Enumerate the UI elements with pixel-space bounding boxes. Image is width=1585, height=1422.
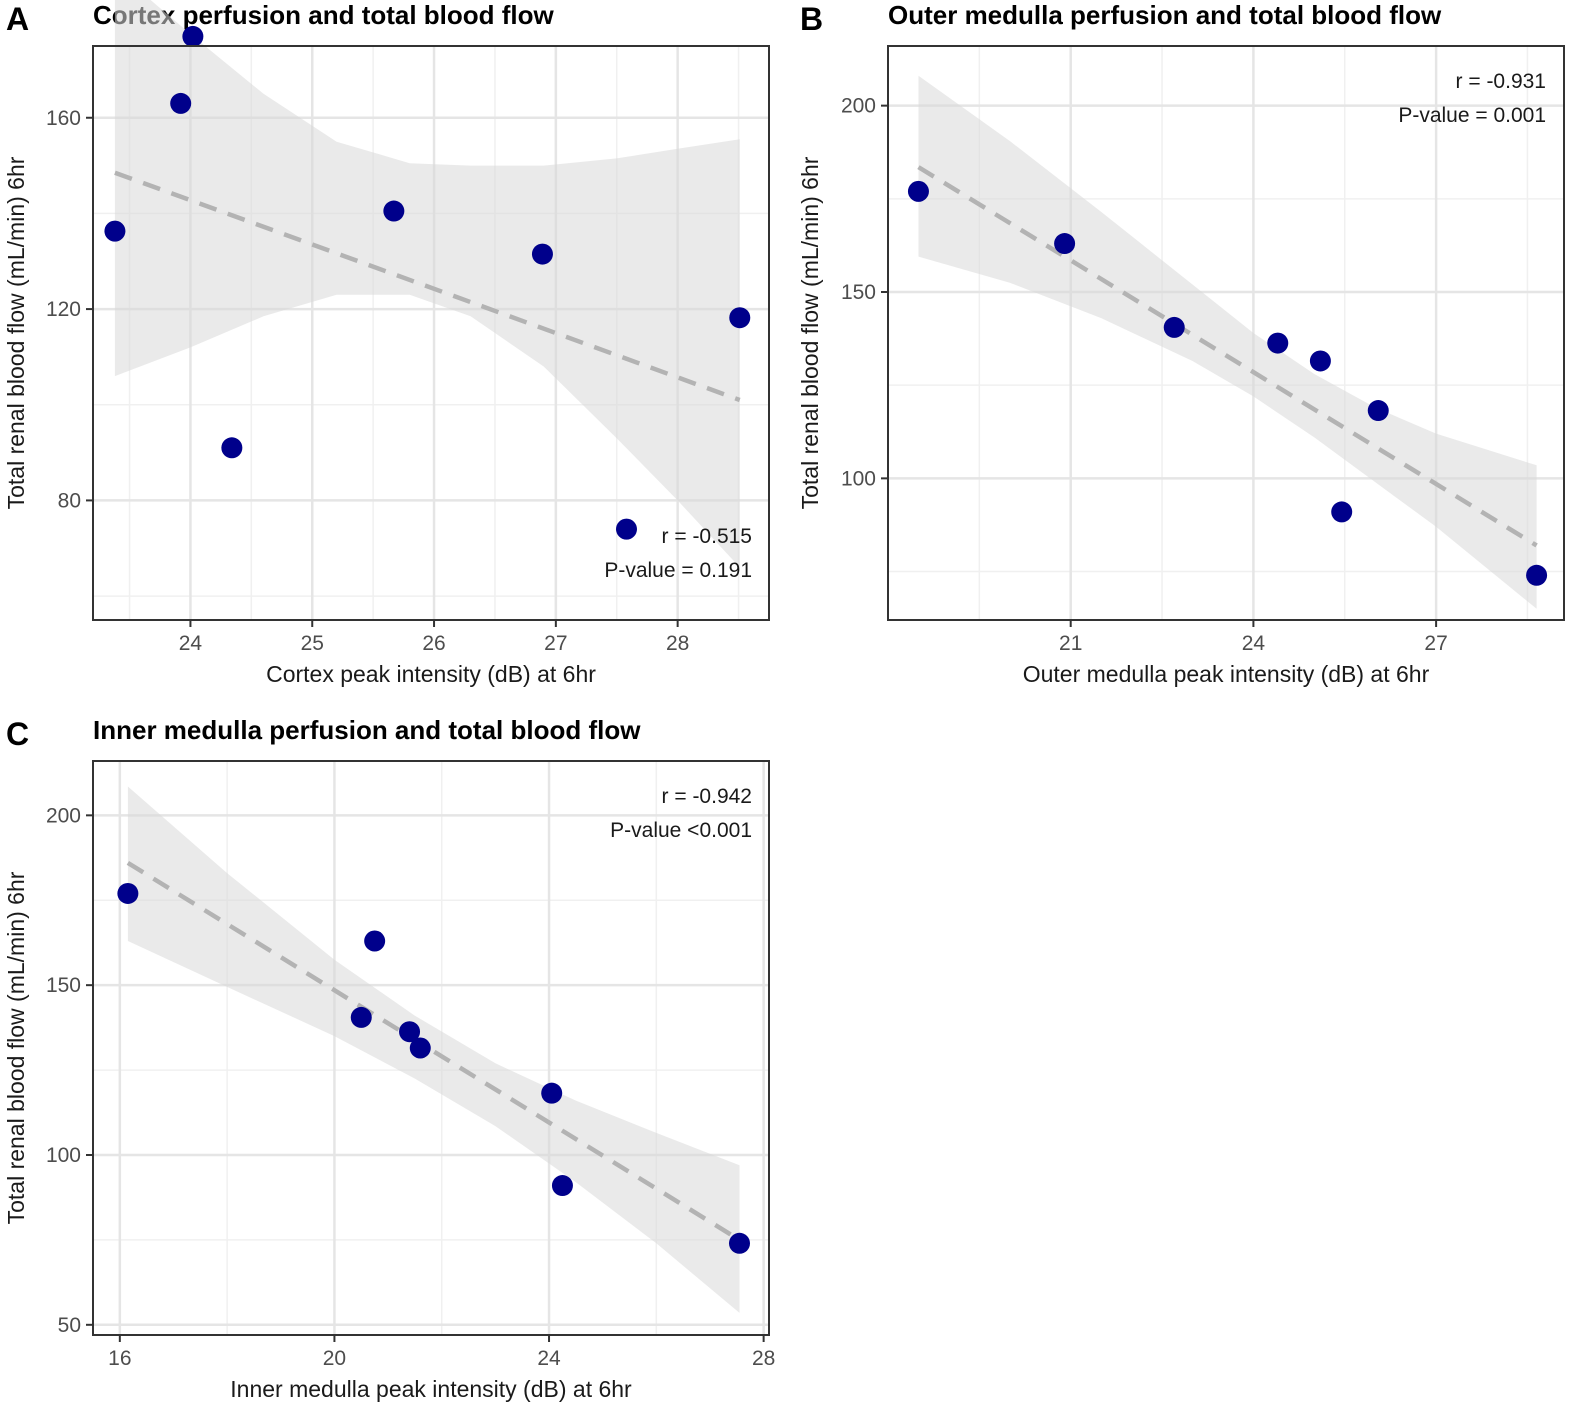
panel-a-plot-border xyxy=(92,45,770,621)
panel-c-plot-area: 16 20 24 28 50 100 150 200 xyxy=(46,760,775,1370)
panel-c-y-tick-label: 50 xyxy=(58,1314,81,1337)
panel-b-data-point xyxy=(1309,350,1331,372)
panel-a-x-axis-title: Cortex peak intensity (dB) at 6hr xyxy=(266,661,596,687)
panel-a-correlation-label: r = -0.515 xyxy=(662,525,752,548)
panel-a-plot-area: 24 25 26 27 28 80 120 160 xyxy=(46,0,770,655)
panel-a-data-point xyxy=(182,25,204,47)
panel-c-x-tick-label: 28 xyxy=(752,1347,775,1370)
panel-b-plot-border xyxy=(887,45,1565,621)
panel-c-data-point xyxy=(399,1021,421,1043)
panel-a-data-point xyxy=(615,518,637,540)
panel-b-data-point xyxy=(907,180,929,202)
panel-c-y-tick-label: 200 xyxy=(46,804,81,827)
panel-c-data-point xyxy=(728,1232,750,1254)
panel-a-y-tick-label: 120 xyxy=(46,298,81,321)
panel-b-title: Outer medulla perfusion and total blood … xyxy=(888,0,1442,30)
panel-b: B Outer medulla perfusion and total bloo… xyxy=(797,0,1565,687)
panel-c-x-axis-title: Inner medulla peak intensity (dB) at 6hr xyxy=(230,1376,632,1402)
panel-c-x-tick-label: 24 xyxy=(537,1347,561,1370)
panel-b-data-point xyxy=(1163,316,1185,338)
panel-b-y-tick-label: 100 xyxy=(841,467,876,490)
panel-a-data-point xyxy=(170,92,192,114)
panel-a-y-axis-title: Total renal blood flow (mL/min) 6hr xyxy=(3,156,29,509)
panel-a-y-tick-label: 160 xyxy=(46,107,81,130)
panel-a-x-tick-label: 25 xyxy=(301,632,324,655)
panel-c-pvalue-label: P-value <0.001 xyxy=(610,819,752,842)
panel-a-y-tick-label: 80 xyxy=(58,489,81,512)
panel-b-data-point xyxy=(1267,332,1289,354)
panel-c-y-axis-title: Total renal blood flow (mL/min) 6hr xyxy=(3,871,29,1224)
panel-a-x-tick-label: 28 xyxy=(666,632,689,655)
panel-a-data-point xyxy=(383,200,405,222)
panel-b-correlation-label: r = -0.931 xyxy=(1456,70,1546,93)
panel-c-data-point xyxy=(409,1037,431,1059)
panel-c-data-point xyxy=(364,930,386,952)
panel-c-title: Inner medulla perfusion and total blood … xyxy=(93,715,641,745)
panel-c-x-tick-label: 20 xyxy=(323,1347,346,1370)
panel-a-pvalue-label: P-value = 0.191 xyxy=(604,559,752,582)
panel-letter-b: B xyxy=(800,1,823,37)
panel-b-y-tick-label: 200 xyxy=(841,95,876,118)
panel-a: A Cortex perfusion and total blood flow … xyxy=(3,0,770,687)
panel-a-data-point xyxy=(104,220,126,242)
panel-b-confidence-band xyxy=(918,75,1537,609)
panel-b-data-point xyxy=(1054,233,1076,255)
panel-a-regression-line xyxy=(114,170,741,403)
panel-c-data-point xyxy=(541,1082,563,1104)
panel-b-data-point xyxy=(1526,564,1548,586)
panel-b-data-point xyxy=(1331,501,1353,523)
panel-b-regression-line xyxy=(917,165,1538,548)
panel-a-x-tick-label: 27 xyxy=(544,632,567,655)
panel-a-x-tick-label: 24 xyxy=(179,632,203,655)
panel-letter-c: C xyxy=(6,716,29,752)
panel-c-y-tick-label: 150 xyxy=(46,974,81,997)
panel-b-data-point xyxy=(1367,400,1389,422)
panel-letter-a: A xyxy=(6,1,29,37)
panel-c-confidence-band xyxy=(127,786,740,1313)
panel-b-x-tick-label: 24 xyxy=(1242,632,1266,655)
panel-b-x-tick-label: 21 xyxy=(1059,632,1082,655)
panel-c-y-tick-label: 100 xyxy=(46,1144,81,1167)
panel-b-x-tick-label: 27 xyxy=(1424,632,1447,655)
panel-b-pvalue-label: P-value = 0.001 xyxy=(1398,104,1546,127)
panel-a-x-tick-label: 26 xyxy=(422,632,445,655)
panel-c-plot-border xyxy=(92,760,770,1336)
panel-b-y-tick-label: 150 xyxy=(841,281,876,304)
panel-a-confidence-band xyxy=(114,0,740,568)
panel-b-plot-area: 21 24 27 100 150 200 xyxy=(841,45,1565,655)
panel-a-data-point xyxy=(221,437,243,459)
panel-c-data-point xyxy=(117,882,139,904)
panel-c-data-point xyxy=(551,1175,573,1197)
panel-c-x-tick-label: 16 xyxy=(108,1347,131,1370)
panel-c: C Inner medulla perfusion and total bloo… xyxy=(3,715,775,1402)
panel-a-data-point xyxy=(531,243,553,265)
panel-c-data-point xyxy=(350,1006,372,1028)
panel-a-data-point xyxy=(729,307,751,329)
panel-c-correlation-label: r = -0.942 xyxy=(662,785,752,808)
panel-b-y-axis-title: Total renal blood flow (mL/min) 6hr xyxy=(797,156,823,509)
panel-b-x-axis-title: Outer medulla peak intensity (dB) at 6hr xyxy=(1023,661,1430,687)
